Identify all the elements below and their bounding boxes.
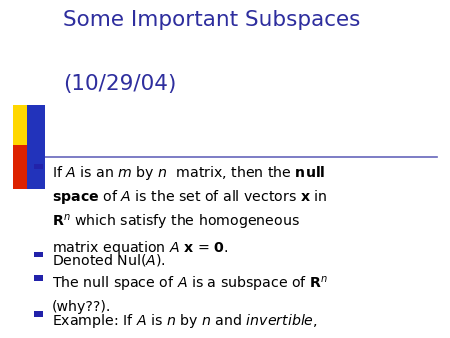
Bar: [34, 311, 43, 317]
Bar: [27, 105, 45, 189]
Bar: [34, 164, 43, 169]
Bar: [34, 275, 43, 281]
Bar: [13, 145, 32, 189]
Text: Denoted Nul($A$).: Denoted Nul($A$).: [52, 252, 166, 268]
Bar: [13, 105, 37, 149]
Bar: [34, 251, 43, 257]
Text: Example: If $A$ is $n$ by $n$ and $\mathit{invertible}$,
what is Nul($A$)?: Example: If $A$ is $n$ by $n$ and $\math…: [52, 312, 318, 338]
Text: (10/29/04): (10/29/04): [63, 74, 176, 94]
Text: The null space of $A$ is a subspace of $\mathbf{R}^n$
(why??).: The null space of $A$ is a subspace of $…: [52, 275, 328, 314]
Text: Some Important Subspaces: Some Important Subspaces: [63, 10, 360, 30]
Text: If $A$ is an $m$ by $n$  matrix, then the $\mathbf{null}$
$\mathbf{space}$ of $A: If $A$ is an $m$ by $n$ matrix, then the…: [52, 164, 327, 257]
